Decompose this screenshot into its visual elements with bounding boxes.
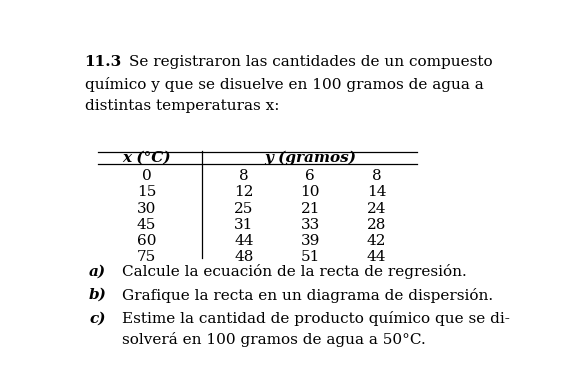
Text: 51: 51	[301, 250, 320, 264]
Text: 44: 44	[367, 250, 387, 264]
Text: a): a)	[89, 264, 106, 278]
Text: 25: 25	[234, 202, 254, 216]
Text: 6: 6	[305, 169, 315, 183]
Text: 30: 30	[137, 202, 156, 216]
Text: 33: 33	[301, 218, 320, 232]
Text: y (gramos): y (gramos)	[264, 150, 356, 165]
Text: 28: 28	[367, 218, 387, 232]
Text: 21: 21	[300, 202, 320, 216]
Text: 14: 14	[367, 186, 387, 199]
Text: 60: 60	[137, 234, 156, 248]
Text: 31: 31	[234, 218, 254, 232]
Text: x (°C): x (°C)	[122, 150, 171, 165]
Text: 45: 45	[137, 218, 156, 232]
Text: 8: 8	[372, 169, 381, 183]
Text: 24: 24	[367, 202, 387, 216]
Text: Grafique la recta en un diagrama de dispersión.: Grafique la recta en un diagrama de disp…	[122, 288, 493, 303]
Text: distintas temperaturas x:: distintas temperaturas x:	[85, 99, 279, 112]
Text: 12: 12	[234, 186, 254, 199]
Text: 48: 48	[234, 250, 254, 264]
Text: 11.3: 11.3	[85, 54, 122, 69]
Text: 44: 44	[234, 234, 254, 248]
Text: Calcule la ecuación de la recta de regresión.: Calcule la ecuación de la recta de regre…	[122, 264, 467, 279]
Text: solverá en 100 gramos de agua a 50°C.: solverá en 100 gramos de agua a 50°C.	[122, 332, 426, 347]
Text: 75: 75	[137, 250, 156, 264]
Text: 10: 10	[300, 186, 320, 199]
Text: Se registraron las cantidades de un compuesto: Se registraron las cantidades de un comp…	[129, 54, 493, 69]
Text: 42: 42	[367, 234, 387, 248]
Text: 8: 8	[239, 169, 249, 183]
Text: Estime la cantidad de producto químico que se di-: Estime la cantidad de producto químico q…	[122, 311, 510, 326]
Text: 39: 39	[301, 234, 320, 248]
Text: b): b)	[89, 288, 107, 302]
Text: químico y que se disuelve en 100 gramos de agua a: químico y que se disuelve en 100 gramos …	[85, 77, 484, 91]
Text: 0: 0	[142, 169, 151, 183]
Text: c): c)	[89, 311, 106, 325]
Text: 15: 15	[137, 186, 156, 199]
